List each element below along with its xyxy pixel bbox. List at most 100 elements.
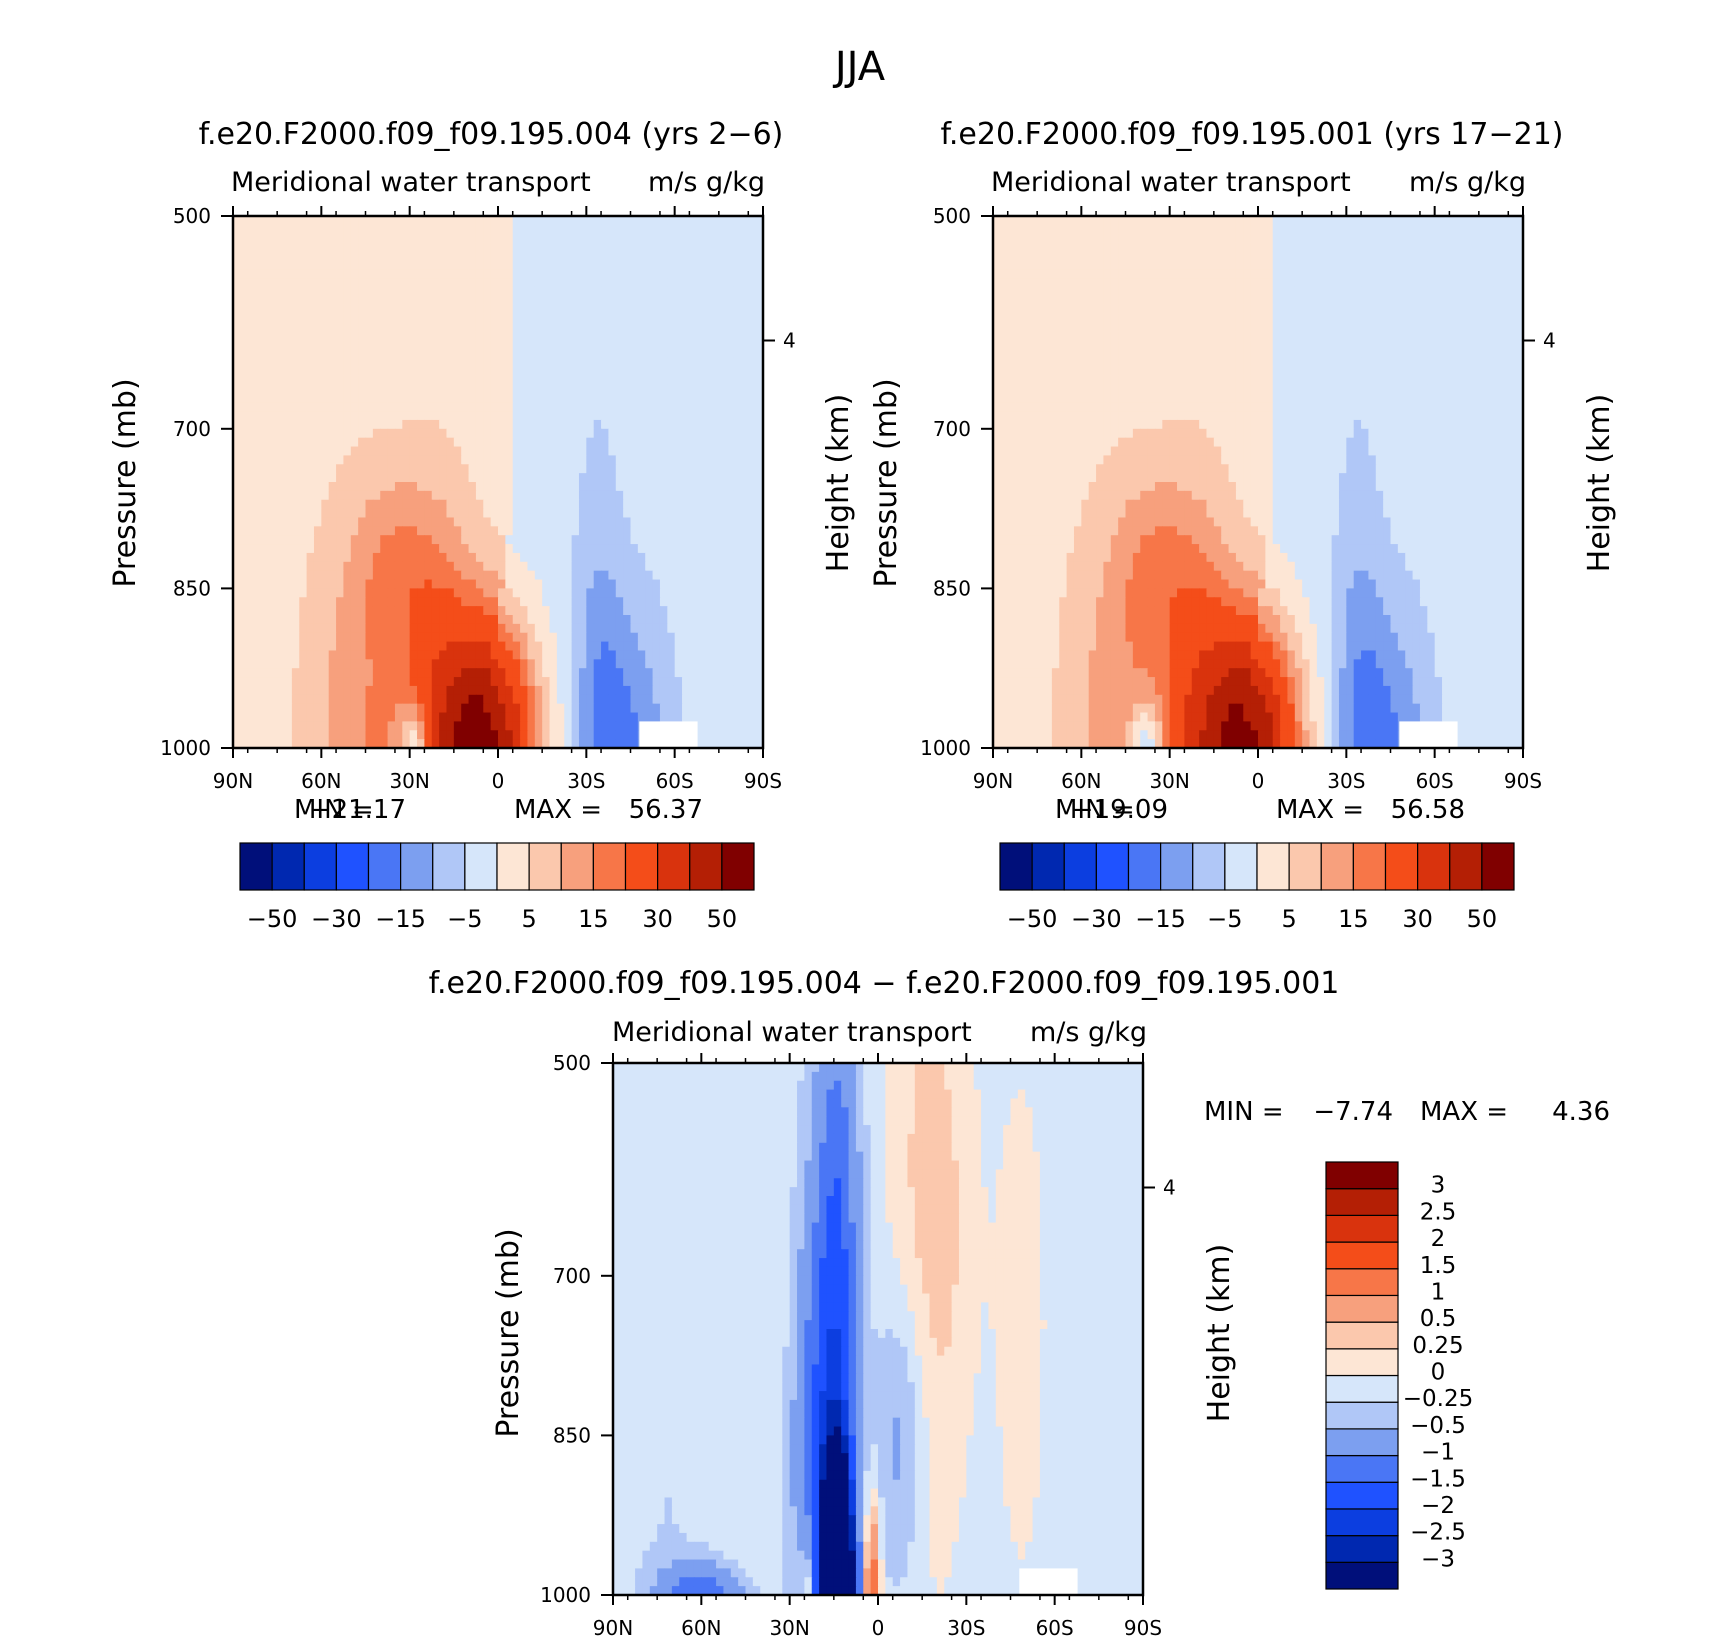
contour-cell	[674, 357, 683, 368]
contour-cell	[726, 428, 735, 439]
contour-cell	[394, 615, 403, 625]
contour-cell	[645, 357, 654, 368]
contour-cell	[593, 375, 602, 386]
contour-cell	[409, 703, 418, 714]
contour-cell	[740, 251, 749, 261]
contour-cell	[255, 703, 264, 714]
contour-cell	[527, 428, 536, 439]
contour-cell	[659, 677, 668, 687]
contour-cell	[711, 588, 720, 598]
contour-cell	[336, 703, 345, 714]
contour-cell	[1096, 260, 1105, 270]
contour-cell	[306, 606, 315, 616]
contour-cell	[667, 216, 676, 226]
contour-cell	[704, 579, 713, 589]
contour-cell	[608, 623, 617, 634]
contour-cell	[1125, 233, 1134, 244]
contour-cell	[446, 499, 455, 510]
contour-cell	[652, 552, 661, 563]
contour-cell	[350, 455, 359, 465]
contour-cell	[748, 295, 757, 306]
contour-cell	[372, 650, 381, 660]
contour-cell	[277, 632, 286, 643]
contour-cell	[512, 278, 521, 288]
contour-cell	[645, 322, 654, 332]
contour-cell	[534, 411, 543, 421]
contour-cell	[262, 615, 271, 625]
contour-cell	[755, 384, 764, 394]
contour-cell	[623, 703, 632, 714]
contour-cell	[1294, 242, 1303, 253]
contour-cell	[615, 349, 624, 359]
contour-cell	[417, 233, 425, 244]
contour-cell	[593, 455, 602, 465]
contour-cell	[328, 224, 337, 235]
contour-cell	[601, 552, 610, 563]
contour-cell	[380, 286, 389, 297]
contour-cell	[689, 650, 698, 660]
contour-cell	[645, 419, 654, 430]
contour-cell	[402, 499, 411, 510]
contour-cell	[534, 286, 543, 297]
contour-cell	[718, 668, 727, 678]
contour-cell	[299, 526, 308, 536]
contour-cell	[468, 331, 477, 341]
contour-cell	[402, 482, 411, 492]
contour-cell	[394, 623, 403, 634]
contour-cell	[520, 455, 529, 465]
contour-cell	[380, 570, 389, 581]
contour-cell	[291, 508, 300, 519]
contour-cell	[601, 419, 610, 430]
contour-cell	[718, 428, 727, 439]
contour-cell	[321, 597, 330, 607]
contour-cell	[652, 561, 661, 572]
contour-cell	[689, 482, 698, 492]
contour-cell	[726, 552, 735, 563]
contour-cell	[520, 357, 529, 368]
contour-cell	[439, 455, 448, 465]
contour-cell	[409, 685, 418, 696]
contour-cell	[336, 544, 345, 554]
contour-cell	[505, 650, 514, 660]
contour-cell	[652, 694, 661, 705]
contour-cell	[740, 659, 749, 669]
contour-cell	[659, 535, 668, 545]
contour-cell	[372, 260, 381, 270]
contour-cell	[571, 278, 580, 288]
contour-cell	[534, 216, 543, 226]
contour-cell	[350, 357, 359, 368]
contour-cell	[394, 322, 403, 332]
contour-cell	[993, 269, 1001, 279]
contour-cell	[748, 712, 757, 722]
contour-cell	[615, 703, 624, 714]
contour-cell	[350, 419, 359, 430]
contour-cell	[321, 331, 330, 341]
contour-cell	[490, 216, 499, 226]
contour-cell	[659, 641, 668, 652]
contour-cell	[453, 526, 462, 536]
colorbar-box	[239, 842, 273, 891]
contour-cell	[269, 668, 278, 678]
contour-cell	[564, 606, 573, 616]
contour-cell	[593, 260, 602, 270]
contour-cell	[682, 428, 690, 439]
contour-cell	[394, 331, 403, 341]
contour-cell	[365, 349, 374, 359]
contour-cell	[453, 357, 462, 368]
contour-cell	[1265, 278, 1274, 288]
contour-cell	[1110, 269, 1119, 279]
contour-cell	[328, 242, 337, 253]
contour-cell	[461, 508, 470, 519]
contour-cell	[1103, 269, 1112, 279]
contour-cell	[350, 446, 359, 456]
contour-cell	[505, 526, 514, 536]
contour-cell	[1375, 242, 1384, 253]
contour-cell	[689, 588, 698, 598]
contour-cell	[291, 730, 300, 740]
contour-cell	[608, 428, 617, 439]
contour-cell	[608, 597, 617, 607]
contour-cell	[247, 216, 256, 226]
contour-cell	[659, 464, 668, 474]
contour-cell	[350, 650, 359, 660]
contour-cell	[498, 349, 506, 359]
